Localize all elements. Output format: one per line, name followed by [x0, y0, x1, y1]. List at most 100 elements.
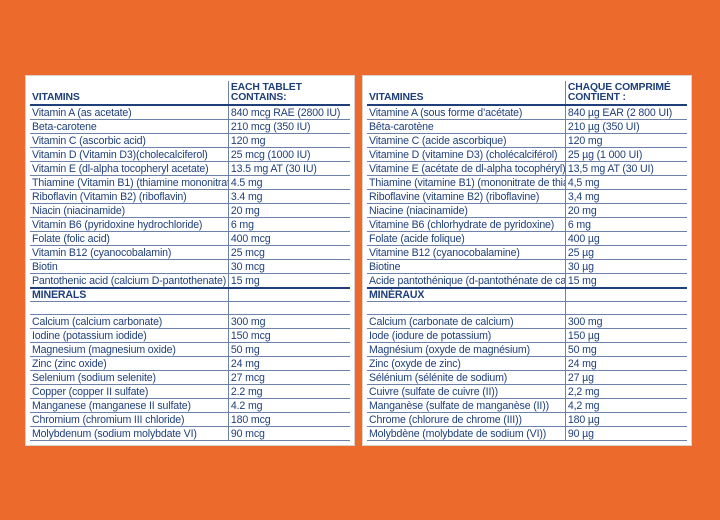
nutrient-name: Sélénium (sélénite de sodium) — [367, 370, 566, 385]
nutrient-name: Vitamine B6 (chlorhydrate de pyridoxine) — [367, 217, 566, 232]
nutrient-name: Zinc (zinc oxide) — [30, 356, 229, 371]
table-row: Manganèse (sulfate de manganèse (II)) 4,2… — [367, 398, 687, 413]
nutrient-name: Copper (copper II sulfate) — [30, 384, 229, 399]
table-row: Thiamine (Vitamin B1) (thiamine mononitr… — [30, 175, 350, 190]
nutrient-amount: 4,5 mg — [564, 175, 687, 190]
nutrient-name: Zinc (oxyde de zinc) — [367, 356, 566, 371]
table-row: Calcium (carbonate de calcium) 300 mg — [367, 314, 687, 329]
nutrient-amount: 2,2 mg — [564, 384, 687, 399]
nutrient-name: Molybdenum (sodium molybdate VI) — [30, 426, 229, 441]
nutrient-amount: 90 mcg — [227, 426, 350, 441]
minerals-heading: MINERALS — [30, 288, 229, 302]
table-row: Niacine (niacinamide) 20 mg — [367, 203, 687, 218]
nutrient-name: Manganese (manganese II sulfate) — [30, 398, 229, 413]
nutrient-amount: 4,2 mg — [564, 398, 687, 413]
table-row: Acide pantothénique (d-pantothénate de c… — [367, 273, 687, 289]
table-row: Magnésium (oxyde de magnésium) 50 mg — [367, 342, 687, 357]
nutrient-amount: 27 mcg — [227, 370, 350, 385]
table-row: Zinc (oxyde de zinc) 24 mg — [367, 356, 687, 371]
table-row: Calcium (calcium carbonate) 300 mg — [30, 314, 350, 329]
nutrient-amount: 50 mg — [564, 342, 687, 357]
table-row: Vitamin C (ascorbic acid) 120 mg — [30, 133, 350, 148]
nutrient-amount: 24 mg — [564, 356, 687, 371]
nutrient-name: Iode (iodure de potassium) — [367, 328, 566, 343]
nutrient-name: Magnesium (magnesium oxide) — [30, 342, 229, 357]
table-row: Thiamine (vitamine B1) (mononitrate de t… — [367, 175, 687, 190]
empty-cell — [564, 288, 687, 302]
nutrient-name: Pantothenic acid (calcium D-pantothenate… — [30, 273, 229, 289]
table-row: Vitamine B6 (chlorhydrate de pyridoxine)… — [367, 217, 687, 232]
table-row: Vitamine C (acide ascorbique) 120 mg — [367, 133, 687, 148]
empty-cell — [367, 301, 566, 315]
table-row: Chrome (chlorure de chrome (III)) 180 µg — [367, 412, 687, 427]
french-nutrient-table: VITAMINES CHAQUE COMPRIMÉ CONTIENT : Vita… — [367, 81, 687, 441]
nutrient-amount: 25 µg (1 000 UI) — [564, 147, 687, 162]
empty-cell — [564, 301, 687, 315]
nutrient-amount: 4.2 mg — [227, 398, 350, 413]
vitamines-column-header: VITAMINES — [367, 81, 566, 106]
nutrient-amount: 120 mg — [564, 133, 687, 148]
table-row: Biotine 30 µg — [367, 259, 687, 274]
nutrient-amount: 300 mg — [564, 314, 687, 329]
table-row: Vitamine D (vitamine D3) (cholécalciféro… — [367, 147, 687, 162]
nutrient-name: Vitamine D (vitamine D3) (cholécalciféro… — [367, 147, 566, 162]
nutrient-amount: 24 mg — [227, 356, 350, 371]
table-row: Chromium (chromium III chloride) 180 mcg — [30, 412, 350, 427]
nutrient-amount: 30 mcg — [227, 259, 350, 274]
nutrient-name: Biotin — [30, 259, 229, 274]
amount-header-line-2: CONTAINS: — [230, 92, 287, 103]
table-row: Niacin (niacinamide) 20 mg — [30, 203, 350, 218]
nutrient-amount: 25 mcg (1000 IU) — [227, 147, 350, 162]
nutrient-amount: 150 µg — [564, 328, 687, 343]
nutrient-name: Calcium (calcium carbonate) — [30, 314, 229, 329]
table-row: Molybdenum (sodium molybdate VI) 90 mcg — [30, 426, 350, 441]
nutrient-name: Vitamine A (sous forme d’acétate) — [367, 105, 566, 120]
table-row: Vitamin B12 (cyanocobalamin) 25 mcg — [30, 245, 350, 260]
table-row: Vitamine A (sous forme d’acétate) 840 µg … — [367, 105, 687, 120]
table-row: Cuivre (sulfate de cuivre (II)) 2,2 mg — [367, 384, 687, 399]
nutrient-name: Vitamin A (as acetate) — [30, 105, 229, 120]
empty-cell — [30, 301, 229, 315]
nutrient-name: Vitamine B12 (cyanocobalamine) — [367, 245, 566, 260]
amount-column-header: EACH TABLET CONTAINS: — [227, 81, 350, 106]
nutrient-amount: 400 µg — [564, 231, 687, 246]
table-row: Bêta-carotène 210 µg (350 UI) — [367, 119, 687, 134]
nutrient-name: Magnésium (oxyde de magnésium) — [367, 342, 566, 357]
table-row: Riboflavin (Vitamin B2) (riboflavin) 3.4 … — [30, 189, 350, 204]
nutrient-name: Vitamin B12 (cyanocobalamin) — [30, 245, 229, 260]
nutrient-amount: 13,5 mg AT (30 UI) — [564, 161, 687, 176]
table-row: Sélénium (sélénite de sodium) 27 µg — [367, 370, 687, 385]
nutrient-amount: 30 µg — [564, 259, 687, 274]
table-row: Biotin 30 mcg — [30, 259, 350, 274]
nutrient-name: Acide pantothénique (d-pantothénate de c… — [367, 273, 566, 289]
nutrient-name: Cuivre (sulfate de cuivre (II)) — [367, 384, 566, 399]
table-row: Molybdène (molybdate de sodium (VI)) 90 µ… — [367, 426, 687, 441]
table-row: Vitamin A (as acetate) 840 mcg RAE (2800 … — [30, 105, 350, 120]
nutrient-amount: 15 mg — [564, 273, 687, 289]
nutrient-amount: 6 mg — [564, 217, 687, 232]
table-row: Selenium (sodium selenite) 27 mcg — [30, 370, 350, 385]
minerals-section-row: MINÉRAUX — [367, 288, 687, 302]
nutrient-amount: 6 mg — [227, 217, 350, 232]
nutrient-amount: 840 mcg RAE (2800 IU) — [227, 105, 350, 120]
minerals-section-row: MINERALS — [30, 288, 350, 302]
nutrient-name: Selenium (sodium selenite) — [30, 370, 229, 385]
nutrient-name: Calcium (carbonate de calcium) — [367, 314, 566, 329]
nutrient-amount: 13.5 mg AT (30 IU) — [227, 161, 350, 176]
table-row: Riboflavine (vitamine B2) (riboflavine) 3… — [367, 189, 687, 204]
nutrient-name: Beta-carotene — [30, 119, 229, 134]
nutrient-name: Riboflavine (vitamine B2) (riboflavine) — [367, 189, 566, 204]
amount-column-header: CHAQUE COMPRIMÉ CONTIENT : — [564, 81, 687, 106]
table-row: Folate (acide folique) 400 µg — [367, 231, 687, 246]
nutrient-amount: 120 mg — [227, 133, 350, 148]
nutrient-amount: 50 mg — [227, 342, 350, 357]
empty-cell — [227, 301, 350, 315]
nutrient-name: Riboflavin (Vitamin B2) (riboflavin) — [30, 189, 229, 204]
spacer-row — [30, 301, 350, 315]
nutrient-amount: 180 µg — [564, 412, 687, 427]
nutrient-name: Vitamin E (dl-alpha tocopheryl acetate) — [30, 161, 229, 176]
nutrient-amount: 27 µg — [564, 370, 687, 385]
nutrient-name: Biotine — [367, 259, 566, 274]
table-header-row: VITAMINES CHAQUE COMPRIMÉ CONTIENT : — [367, 81, 687, 106]
nutrient-amount: 2.2 mg — [227, 384, 350, 399]
